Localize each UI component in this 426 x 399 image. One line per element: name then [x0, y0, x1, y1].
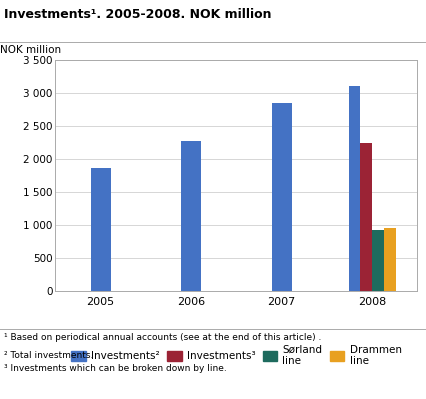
Text: ² Total investments.: ² Total investments. — [4, 351, 94, 360]
Bar — [181, 140, 201, 291]
Text: NOK million: NOK million — [0, 45, 61, 55]
Bar — [360, 142, 372, 291]
Bar — [272, 103, 292, 291]
Text: Investments¹. 2005-2008. NOK million: Investments¹. 2005-2008. NOK million — [4, 8, 272, 21]
Bar — [91, 168, 111, 291]
Legend: Investments², Investments³, Sørland
line, Drammen
line: Investments², Investments³, Sørland line… — [67, 340, 406, 370]
Bar — [372, 231, 384, 291]
Text: ¹ Based on periodical annual accounts (see at the end of this article) .: ¹ Based on periodical annual accounts (s… — [4, 333, 322, 342]
Bar — [349, 86, 360, 291]
Text: ³ Investments which can be broken down by line.: ³ Investments which can be broken down b… — [4, 364, 227, 373]
Bar — [384, 229, 396, 291]
